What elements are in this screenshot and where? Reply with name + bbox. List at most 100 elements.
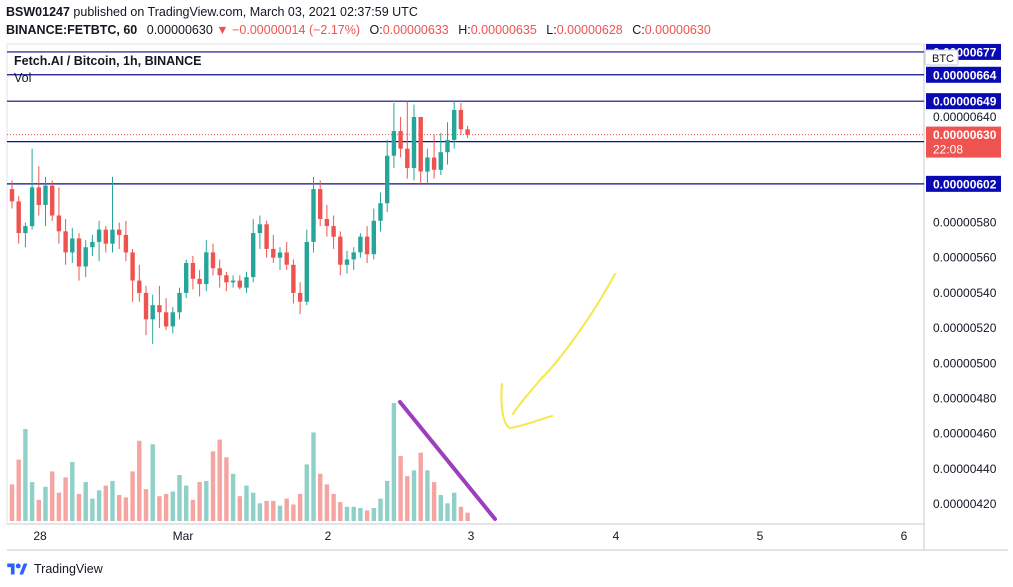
price-change: ▼ −0.00000014 (−2.17%) bbox=[216, 23, 361, 37]
publisher-user[interactable]: BSW01247 bbox=[6, 5, 70, 19]
level-price-label: 0.00000602 bbox=[933, 177, 997, 191]
price-tick-label: 0.00000520 bbox=[933, 321, 997, 335]
candle-body bbox=[210, 252, 216, 269]
time-tick-label: 4 bbox=[613, 529, 620, 543]
candle-body bbox=[311, 189, 316, 242]
volume-bar bbox=[391, 403, 397, 521]
footer-brand[interactable]: TradingView bbox=[6, 562, 103, 576]
time-tick-label: 28 bbox=[33, 529, 47, 543]
volume-bar bbox=[103, 485, 108, 521]
volume-bar bbox=[452, 492, 457, 521]
candle-body bbox=[130, 252, 135, 281]
volume-bar bbox=[338, 502, 343, 521]
level-price-label: 0.00000649 bbox=[933, 95, 997, 109]
candle-body bbox=[143, 292, 149, 320]
volume-bar bbox=[9, 484, 15, 521]
volume-bar bbox=[170, 491, 175, 521]
candle-body bbox=[230, 280, 236, 283]
volume-bar bbox=[264, 500, 269, 521]
price-tick-label: 0.00000540 bbox=[933, 286, 997, 300]
volume-bar bbox=[291, 504, 296, 521]
candle-body bbox=[291, 264, 296, 293]
candle-body bbox=[452, 110, 457, 140]
footer-brand-label: TradingView bbox=[34, 562, 103, 576]
countdown-label: 22:08 bbox=[933, 143, 963, 157]
volume-bar bbox=[157, 496, 162, 521]
volume-bar bbox=[197, 482, 202, 521]
volume-bar bbox=[96, 490, 102, 521]
level-price-box bbox=[926, 175, 1001, 192]
volume-bar bbox=[63, 477, 68, 521]
price-tick-label: 0.00000640 bbox=[933, 110, 997, 124]
last-price: 0.00000630 bbox=[146, 23, 213, 37]
price-tick-label: 0.00000500 bbox=[933, 356, 997, 370]
volume-bar bbox=[344, 506, 350, 521]
volume-bar bbox=[50, 471, 55, 521]
time-tick-label: 2 bbox=[325, 529, 332, 543]
high-value: 0.00000635 bbox=[470, 23, 537, 37]
volume-bar bbox=[371, 508, 376, 521]
volume-bar bbox=[16, 459, 21, 521]
candle-body bbox=[418, 117, 423, 172]
candle-body bbox=[425, 157, 430, 172]
volume-bar bbox=[150, 444, 155, 521]
candle-body bbox=[391, 131, 397, 156]
price-tick-label: 0.00000580 bbox=[933, 216, 997, 230]
candle-body bbox=[257, 224, 263, 234]
volume-bar bbox=[190, 499, 196, 521]
volume-bar bbox=[43, 486, 48, 521]
volume-bar bbox=[123, 497, 129, 521]
candle-body bbox=[163, 312, 169, 327]
candle-body bbox=[36, 187, 41, 205]
candle-body bbox=[217, 268, 222, 276]
time-tick-label: 5 bbox=[757, 529, 764, 543]
level-price-box bbox=[926, 93, 1001, 110]
close-value: 0.00000630 bbox=[644, 23, 711, 37]
volume-bar bbox=[70, 462, 75, 521]
volume-bar bbox=[184, 485, 189, 521]
volume-bar bbox=[251, 492, 256, 521]
candle-body bbox=[244, 277, 249, 288]
open-label: O: bbox=[369, 23, 383, 37]
price-tick-label: 0.00000480 bbox=[933, 392, 997, 406]
volume-bar bbox=[56, 492, 62, 521]
candle-body bbox=[251, 233, 256, 278]
volume-bar bbox=[23, 429, 28, 521]
volume-bar bbox=[230, 473, 236, 521]
candle-body bbox=[110, 229, 115, 244]
volume-bar bbox=[244, 485, 249, 521]
unit-box bbox=[924, 49, 959, 66]
candle-body bbox=[431, 157, 437, 170]
volume-bar bbox=[130, 471, 135, 521]
price-unit-label: BTC bbox=[932, 53, 954, 65]
candle-body bbox=[277, 252, 283, 258]
volume-bar bbox=[163, 493, 169, 521]
candle-body bbox=[184, 263, 189, 293]
volume-bar bbox=[36, 499, 41, 521]
volume-bar bbox=[318, 473, 323, 521]
price-tick-label: 0.00000420 bbox=[933, 497, 997, 511]
candle-body bbox=[29, 187, 35, 227]
symbol-label: BINANCE:FETBTC, 60 bbox=[6, 23, 138, 37]
candle-body bbox=[63, 231, 68, 253]
candle-body bbox=[23, 226, 28, 234]
candle-body bbox=[137, 280, 142, 293]
candle-body bbox=[304, 241, 309, 302]
low-value: 0.00000628 bbox=[556, 23, 623, 37]
candle-body bbox=[150, 305, 155, 320]
candle-body bbox=[297, 292, 303, 302]
volume-legend[interactable]: Vol bbox=[14, 71, 32, 85]
time-tick-label: 3 bbox=[468, 529, 475, 543]
tradingview-logo-icon bbox=[7, 563, 28, 575]
candle-body bbox=[204, 252, 209, 285]
candle-body bbox=[117, 229, 122, 235]
volume-bar bbox=[385, 480, 390, 521]
volume-bar bbox=[445, 503, 450, 521]
candle-body bbox=[170, 312, 175, 327]
volume-bar bbox=[297, 493, 303, 521]
volume-bar bbox=[458, 506, 464, 521]
legend-title[interactable]: Fetch.AI / Bitcoin, 1h, BINANCE bbox=[14, 54, 202, 68]
current-price-label: 0.00000630 bbox=[933, 128, 997, 142]
open-value: 0.00000633 bbox=[382, 23, 449, 37]
